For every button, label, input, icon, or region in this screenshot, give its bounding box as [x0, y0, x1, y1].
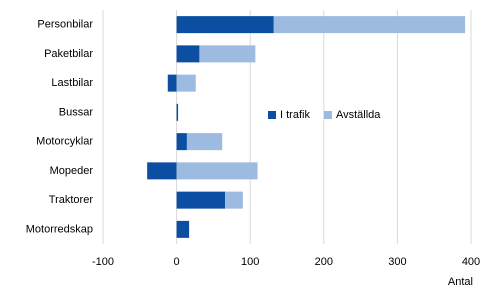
bar	[167, 74, 177, 92]
bar	[199, 45, 256, 63]
bar	[176, 45, 200, 63]
bar	[176, 16, 274, 34]
x-tick-label: 200	[315, 256, 333, 268]
bar	[176, 103, 179, 121]
legend-swatch	[323, 111, 332, 119]
bar	[273, 16, 466, 34]
legend-label: Avställda	[336, 109, 381, 121]
x-axis-label: Antal	[448, 276, 473, 288]
y-tick-label: Mopeder	[50, 165, 94, 177]
y-tick-label: Motorredskap	[26, 223, 93, 235]
x-tick-label: 300	[388, 256, 406, 268]
bar	[176, 74, 196, 92]
bar	[176, 191, 226, 209]
y-tick-label: Personbilar	[37, 19, 93, 31]
bar	[176, 220, 190, 238]
y-tick-label: Paketbilar	[44, 48, 93, 60]
x-tick-label: 400	[462, 256, 480, 268]
x-tick-label: 100	[241, 256, 259, 268]
legend-label: I trafik	[280, 109, 310, 121]
bar	[176, 133, 187, 151]
x-tick-label: -100	[92, 256, 114, 268]
bar	[225, 191, 243, 209]
bar	[147, 162, 177, 180]
y-tick-label: Traktorer	[49, 194, 94, 206]
y-tick-label: Bussar	[59, 106, 94, 118]
bar	[176, 162, 258, 180]
y-tick-label: Motorcyklar	[36, 136, 93, 148]
bar	[186, 133, 223, 151]
y-tick-label: Lastbilar	[51, 77, 93, 89]
x-tick-label: 0	[174, 256, 180, 268]
legend-swatch	[268, 111, 276, 119]
